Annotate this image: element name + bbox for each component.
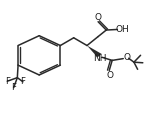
Text: F: F [20, 77, 25, 86]
Text: O: O [95, 13, 102, 22]
Text: O: O [106, 71, 113, 79]
Text: OH: OH [116, 25, 130, 34]
Text: NH: NH [93, 54, 107, 63]
Text: F: F [11, 83, 16, 92]
Text: O: O [123, 53, 130, 62]
Polygon shape [87, 45, 102, 57]
Text: F: F [5, 77, 10, 86]
